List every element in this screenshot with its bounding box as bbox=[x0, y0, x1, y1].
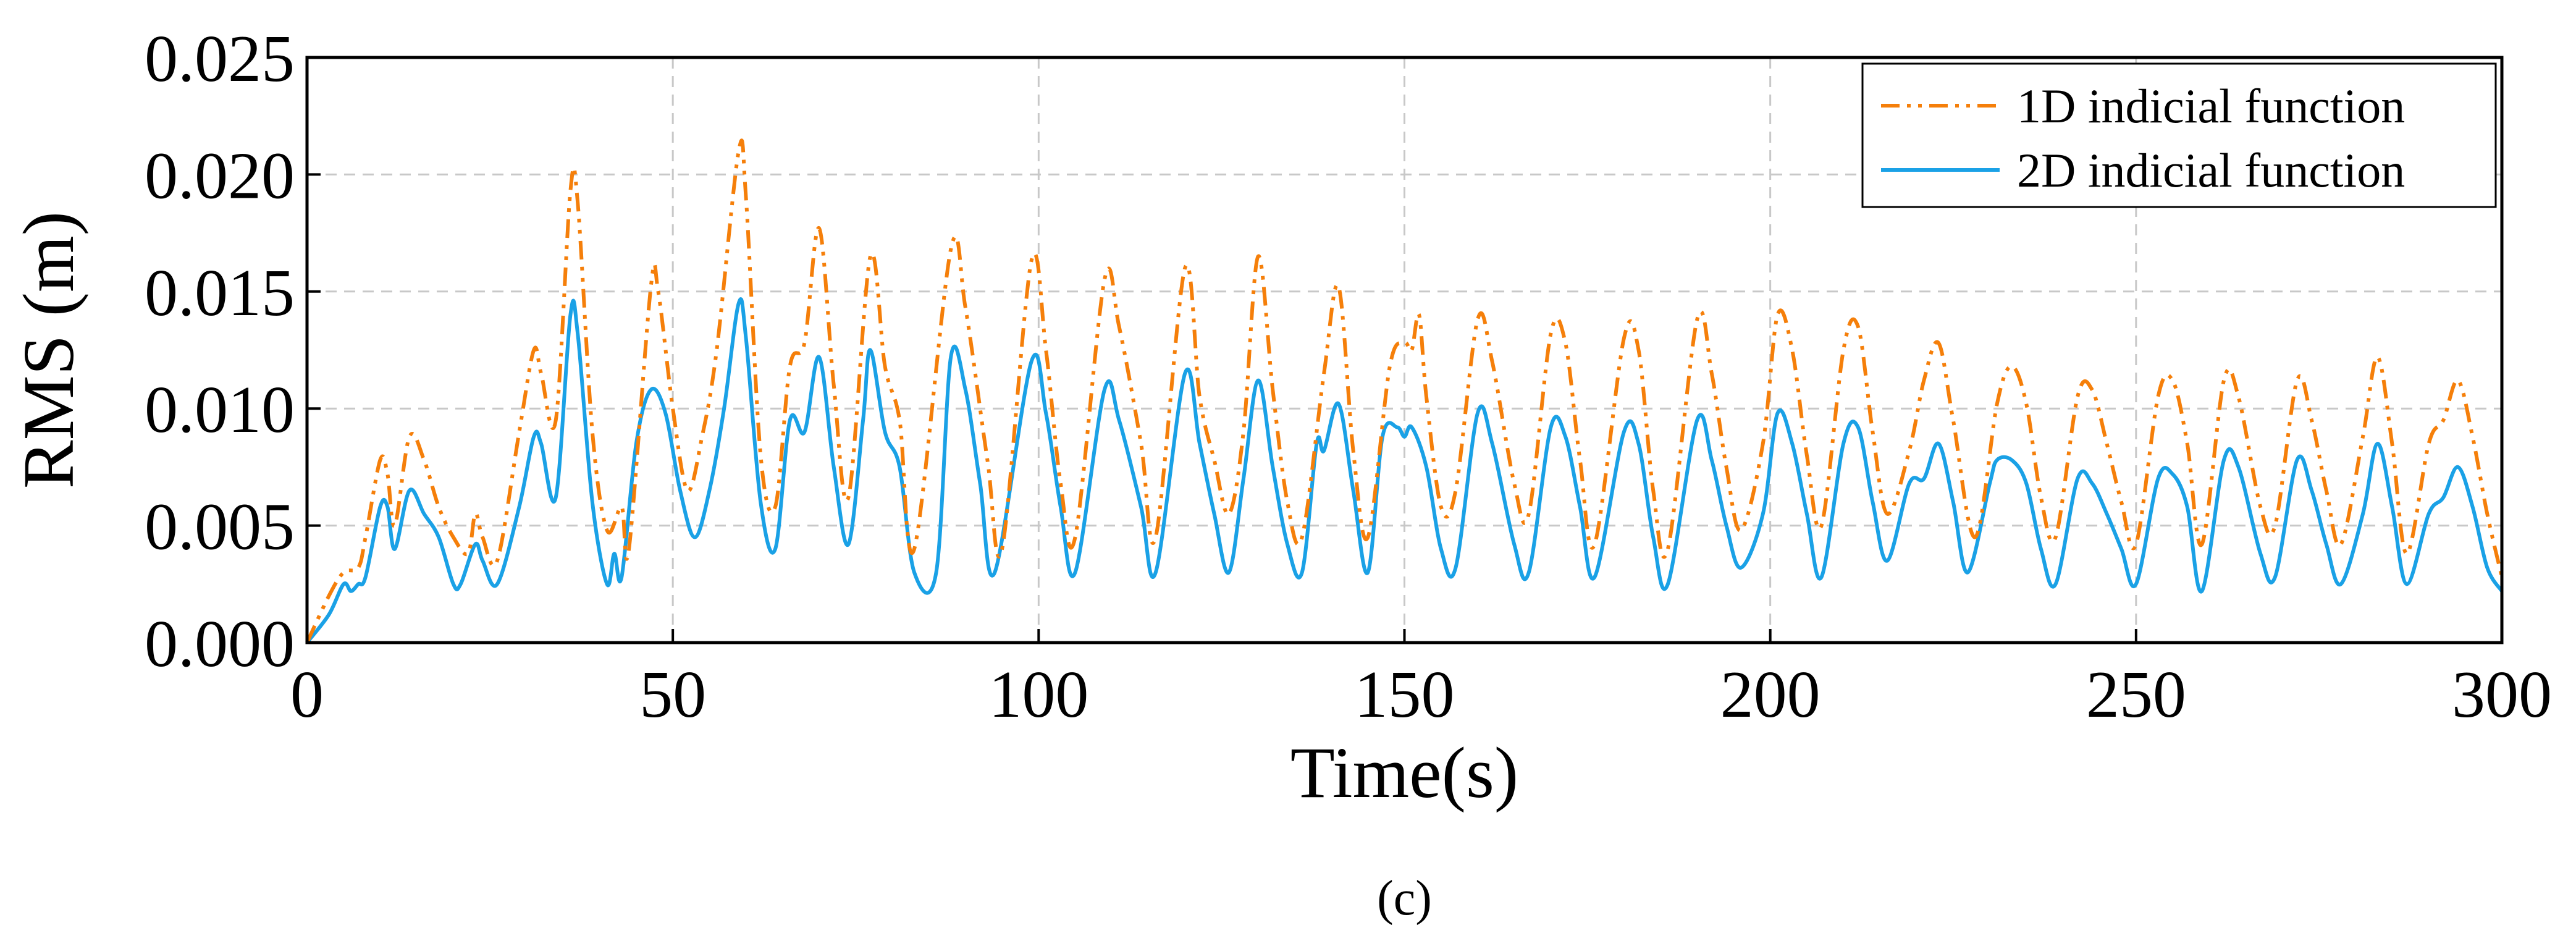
y-tick-label: 0.015 bbox=[145, 256, 295, 330]
figure-caption: (c) bbox=[1377, 871, 1432, 926]
y-tick-label: 0.000 bbox=[145, 607, 295, 681]
x-tick-label: 0 bbox=[290, 658, 324, 732]
y-tick-label: 0.020 bbox=[145, 139, 295, 213]
x-tick-label: 300 bbox=[2452, 658, 2552, 732]
y-tick-label: 0.025 bbox=[145, 22, 295, 96]
legend-label-2d: 2D indicial function bbox=[2017, 143, 2405, 197]
series-line-1d bbox=[305, 138, 2504, 644]
x-tick-label: 50 bbox=[639, 658, 706, 732]
legend: 1D indicial function 2D indicial functio… bbox=[1861, 62, 2497, 208]
axis-ticks bbox=[306, 56, 2503, 644]
x-tick-label: 150 bbox=[1355, 658, 1455, 732]
x-tick-label: 200 bbox=[1720, 658, 1820, 732]
tick-labels: 0 50 100 150 200 250 300 0.000 0.005 0.010 0.015 0.… bbox=[145, 22, 2552, 732]
y-tick-label: 0.005 bbox=[145, 491, 295, 564]
legend-label-1d: 1D indicial function bbox=[2017, 79, 2405, 133]
series-line-2d bbox=[305, 297, 2504, 644]
x-tick-label: 250 bbox=[2086, 658, 2186, 732]
x-axis-title: Time(s) bbox=[1290, 732, 1518, 813]
series-lines bbox=[305, 138, 2504, 644]
x-tick-label: 100 bbox=[988, 658, 1088, 732]
legend-box bbox=[1861, 62, 2497, 208]
y-axis-title: RMS (m) bbox=[8, 211, 89, 489]
y-tick-label: 0.010 bbox=[145, 373, 295, 447]
